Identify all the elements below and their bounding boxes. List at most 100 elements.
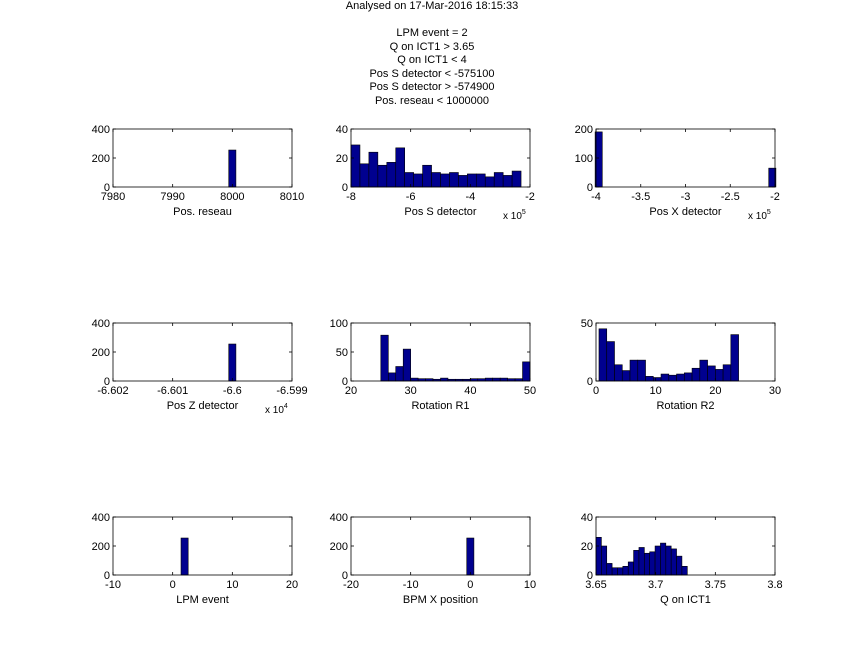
axes-box xyxy=(112,322,293,382)
x-tick-label: 50 xyxy=(524,385,536,397)
y-tick-label: 400 xyxy=(92,512,110,524)
y-tick-label: 50 xyxy=(581,318,593,330)
y-tick-label: 200 xyxy=(575,124,593,136)
histogram-bar xyxy=(410,377,419,382)
x-axis-exponent: x 105 xyxy=(748,209,771,222)
histogram-bar xyxy=(699,359,708,382)
histogram-bar xyxy=(681,565,688,576)
x-tick-label: -6.599 xyxy=(276,385,307,397)
axes-box xyxy=(350,322,531,382)
histogram-panel-top-middle: -8 -6 -4 -2 0 20 40 Pos S detector x 105 xyxy=(336,124,535,222)
y-tick-label: 400 xyxy=(92,318,110,330)
x-axis-label: LPM event xyxy=(176,594,229,606)
x-axis-exponent: x 104 xyxy=(265,403,288,416)
histogram-bar xyxy=(368,151,379,188)
x-tick-label: -6.602 xyxy=(97,385,128,397)
y-tick-label: 0 xyxy=(587,182,593,194)
axes-box xyxy=(112,128,293,188)
histogram-bar xyxy=(180,537,189,576)
histogram-bar xyxy=(386,162,397,188)
y-tick-label: 50 xyxy=(336,347,348,359)
histogram-bar xyxy=(466,537,475,576)
histogram-bar xyxy=(402,348,411,382)
x-tick-label: -2 xyxy=(525,191,535,203)
histogram-bar xyxy=(606,341,615,382)
histogram-bar xyxy=(492,377,501,382)
histogram-bar xyxy=(511,170,522,188)
histogram-bar xyxy=(502,175,513,188)
histogram-bar xyxy=(377,164,388,188)
title-line-8: Pos. reseau < 1000000 xyxy=(374,94,490,107)
x-tick-label: -20 xyxy=(343,579,359,591)
histogram-bar xyxy=(395,366,404,382)
histogram-bar xyxy=(484,176,495,188)
histogram-bar xyxy=(228,149,237,188)
histogram-bar xyxy=(660,373,670,382)
histogram-bar xyxy=(622,565,629,576)
axes-box xyxy=(595,322,776,382)
axes-box xyxy=(112,516,293,576)
histogram-bar xyxy=(627,561,634,576)
histogram-bar xyxy=(440,377,449,382)
x-tick-label: 20 xyxy=(709,385,721,397)
x-tick-label: 10 xyxy=(650,385,662,397)
histogram-bar xyxy=(715,369,724,382)
histogram-bar xyxy=(601,545,608,576)
x-axis-exponent: x 105 xyxy=(503,209,526,222)
x-tick-label: -10 xyxy=(105,579,121,591)
histogram-bar xyxy=(606,563,613,576)
x-tick-label: 10 xyxy=(226,579,238,591)
histogram-bar xyxy=(422,164,432,188)
y-tick-label: 200 xyxy=(92,347,110,359)
histogram-bar xyxy=(652,377,662,382)
histogram-bar xyxy=(644,552,651,576)
histogram-bar xyxy=(633,550,640,576)
x-tick-label: 0 xyxy=(467,579,473,591)
histogram-bar xyxy=(595,536,602,576)
histogram-bar xyxy=(499,377,508,382)
x-tick-label: 20 xyxy=(286,579,298,591)
x-tick-label: -4 xyxy=(591,191,601,203)
histogram-bar xyxy=(440,173,450,188)
x-tick-label: 3.8 xyxy=(767,579,782,591)
title-line-6: Pos S detector < -575100 xyxy=(369,67,495,80)
x-tick-label: -8 xyxy=(346,191,356,203)
histogram-bar xyxy=(614,364,623,382)
histogram-bar xyxy=(649,551,656,576)
x-axis-label: Q on ICT1 xyxy=(660,594,711,606)
x-axis-label: Rotation R2 xyxy=(656,400,714,412)
y-tick-label: 40 xyxy=(581,512,593,524)
histogram-bar xyxy=(668,374,677,382)
histogram-bar xyxy=(395,147,405,188)
histogram-bar xyxy=(484,377,494,382)
x-axis-label: Rotation R1 xyxy=(411,400,469,412)
histogram-bar xyxy=(458,175,468,188)
histogram-bar xyxy=(665,545,672,576)
x-tick-label: 3.75 xyxy=(705,579,726,591)
x-tick-label: 8000 xyxy=(220,191,244,203)
x-tick-label: 0 xyxy=(170,579,176,591)
x-axis-label: Pos Z detector xyxy=(167,400,239,412)
x-tick-label: 3.7 xyxy=(648,579,663,591)
y-tick-label: 200 xyxy=(330,541,348,553)
histogram-bar xyxy=(637,359,646,382)
y-tick-label: 200 xyxy=(92,153,110,165)
x-tick-label: 3.65 xyxy=(585,579,606,591)
histogram-bar xyxy=(730,334,739,382)
title-line-5: Q on ICT1 < 4 xyxy=(397,54,467,66)
y-tick-label: 0 xyxy=(587,570,593,582)
histogram-panel-middle-left: -6.602 -6.601 -6.6 -6.599 0 200 400 Pos Z detec… xyxy=(92,318,308,416)
y-tick-label: 100 xyxy=(330,318,348,330)
histogram-bar xyxy=(467,173,477,188)
histogram-bar xyxy=(621,370,631,382)
y-tick-label: 400 xyxy=(92,124,110,136)
y-tick-label: 100 xyxy=(575,153,593,165)
histogram-bar xyxy=(387,372,397,382)
title-line-7: Pos S detector > -574900 xyxy=(369,81,495,93)
y-tick-label: 400 xyxy=(330,512,348,524)
title-line-4: Q on ICT1 > 3.65 xyxy=(389,40,475,53)
x-tick-label: 7990 xyxy=(160,191,184,203)
